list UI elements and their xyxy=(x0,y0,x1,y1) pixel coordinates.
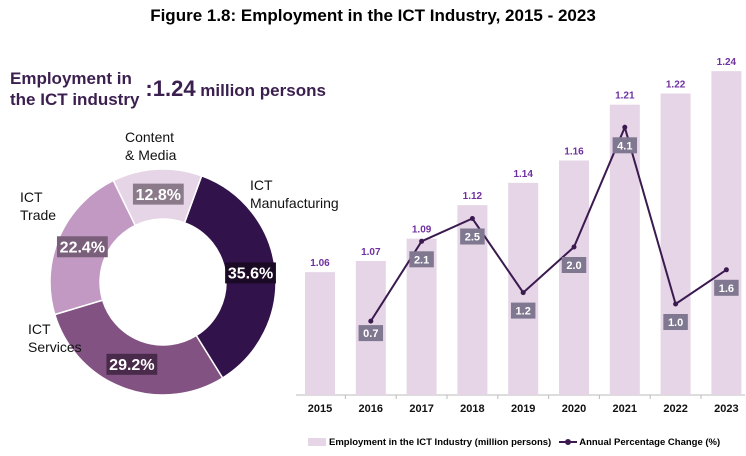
slice-category-label: ICT xyxy=(250,177,273,193)
line-point xyxy=(368,318,374,324)
x-tick-label: 2015 xyxy=(308,403,332,415)
bar xyxy=(508,182,539,395)
bar-value-label: 1.21 xyxy=(615,91,635,102)
headline-value: :1.24 xyxy=(145,76,196,101)
line-value-label-bg xyxy=(561,257,587,273)
line-value-label: 4.1 xyxy=(617,140,632,152)
bar-value-label: 1.24 xyxy=(717,57,737,68)
line-point xyxy=(723,267,729,273)
line-value-label: 2.1 xyxy=(414,254,429,266)
slice-category-label: Trade xyxy=(20,207,56,223)
bar-value-label: 1.06 xyxy=(310,258,330,269)
x-tick-label: 2017 xyxy=(409,403,433,415)
bar xyxy=(305,272,335,395)
line-point xyxy=(571,244,577,250)
line-value-label-bg xyxy=(663,314,688,330)
x-tick-label: 2018 xyxy=(460,403,484,415)
line-value-label-bg xyxy=(358,325,384,342)
line-value-label-bg xyxy=(612,137,638,154)
bar-value-label: 1.07 xyxy=(361,247,381,258)
headline: Employment in the ICT industry :1.24 milli… xyxy=(10,68,326,110)
line-value-label-bg xyxy=(510,302,536,319)
line-point xyxy=(469,216,475,221)
chart-title: Figure 1.8: Employment in the ICT Indust… xyxy=(150,6,596,25)
line-point xyxy=(622,124,628,130)
slice-category-label: Manufacturing xyxy=(250,195,339,211)
slice-value-label: 29.2% xyxy=(109,357,154,374)
x-tick-label: 2019 xyxy=(511,403,535,415)
slice-category-label: ICT xyxy=(20,189,43,205)
x-tick-label: 2021 xyxy=(613,403,637,415)
headline-unit: million persons xyxy=(195,81,326,100)
headline-label-1: Employment in xyxy=(10,69,132,88)
slice-category-label: ICT xyxy=(28,321,51,337)
bar-value-label: 1.12 xyxy=(463,191,483,202)
slice-value-label: 12.8% xyxy=(136,187,181,204)
slice-value-label-bg xyxy=(132,183,184,205)
slice-value-label-bg xyxy=(56,236,108,258)
line-value-label: 2.5 xyxy=(465,231,480,243)
line-series xyxy=(369,124,727,322)
x-tick-label: 2020 xyxy=(562,403,586,415)
line-value-label-bg xyxy=(460,228,485,245)
legend: Employment in the ICT Industry (million … xyxy=(308,437,720,448)
bar-value-label: 1.14 xyxy=(513,169,533,180)
line-value-label-bg xyxy=(409,251,434,268)
slice-value-label-bg xyxy=(225,262,276,284)
headline-label-2: the ICT industry xyxy=(10,90,140,109)
line-value-label: 0.7 xyxy=(363,328,378,340)
line-value-label: 1.0 xyxy=(668,317,683,329)
bar-value-label: 1.16 xyxy=(564,147,584,158)
slice-category-label: & Media xyxy=(125,147,177,163)
x-tick-label: 2023 xyxy=(714,403,738,415)
x-tick-label: 2022 xyxy=(663,403,687,415)
line-value-label: 1.6 xyxy=(719,283,734,295)
slice-value-label: 35.6% xyxy=(228,266,273,283)
line-point xyxy=(419,238,425,244)
donut-slice xyxy=(53,299,224,396)
bar xyxy=(711,71,742,396)
bar xyxy=(660,93,691,395)
line-value-label: 2.0 xyxy=(566,260,581,272)
line-value-label: 1.2 xyxy=(516,306,531,318)
x-tick-label: 2016 xyxy=(359,403,383,415)
line-value-label-bg xyxy=(714,279,739,296)
legend-bar: Employment in the ICT Industry (million … xyxy=(308,437,551,448)
line-point xyxy=(520,290,526,296)
bar xyxy=(559,160,589,395)
legend-line: Annual Percentage Change (%) xyxy=(559,437,720,448)
slice-value-label-bg xyxy=(106,353,158,375)
bar-value-label: 1.22 xyxy=(666,80,686,91)
line-point xyxy=(673,301,679,307)
slice-category-label: Services xyxy=(28,339,82,355)
bar-value-label: 1.09 xyxy=(412,225,432,236)
slice-category-label: Content xyxy=(125,129,174,145)
slice-value-label: 22.4% xyxy=(60,240,105,257)
